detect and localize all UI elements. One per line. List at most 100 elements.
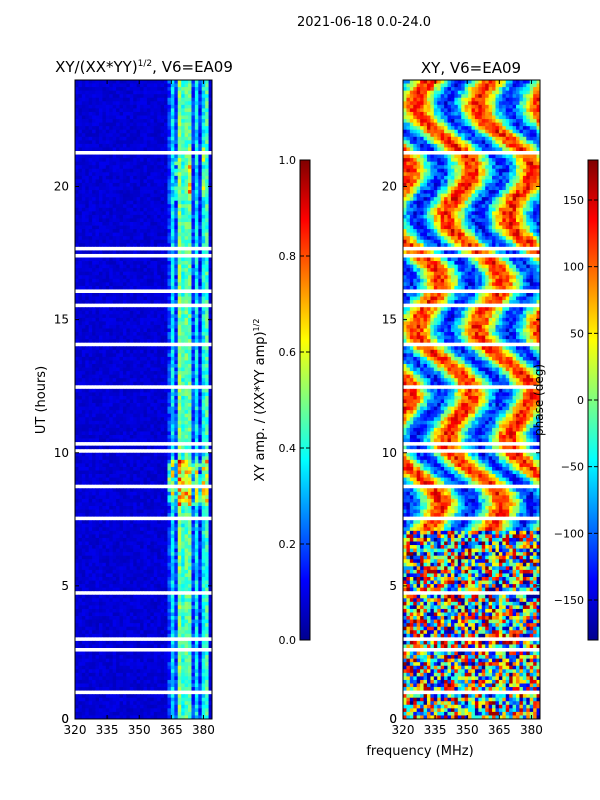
amplitude-heatmap-cell [92,332,96,336]
amplitude-heatmap-cell [112,111,117,116]
amplitude-heatmap-cell [153,126,158,131]
amplitude-heatmap-cell [122,80,127,84]
amplitude-heatmap-cell [119,207,124,212]
amplitude-heatmap-cell [188,243,192,248]
amplitude-heatmap-cell [167,445,172,450]
amplitude-heatmap-cell [78,261,83,265]
amplitude-heatmap-cell [122,346,127,351]
amplitude-heatmap-cell [167,388,172,393]
amplitude-heatmap-cell [177,108,182,113]
amplitude-heatmap-cell [205,161,209,166]
amplitude-heatmap-cell [198,175,203,180]
amplitude-heatmap-cell [109,360,114,365]
amplitude-heatmap-cell [88,339,93,344]
amplitude-heatmap-cell [208,481,213,486]
amplitude-heatmap-cell [126,143,131,148]
amplitude-heatmap-cell [181,385,185,390]
amplitude-heatmap-cell [143,285,148,290]
amplitude-heatmap-cell [194,399,199,404]
amplitude-heatmap-cell [146,303,151,308]
amplitude-heatmap-cell [133,392,138,397]
amplitude-heatmap-cell [81,87,86,92]
amplitude-heatmap-cell [136,289,141,294]
amplitude-heatmap-cell [177,310,182,315]
amplitude-heatmap-cell [146,417,151,422]
amplitude-heatmap-cell [112,133,117,138]
amplitude-heatmap-cell [119,513,124,518]
amplitude-heatmap-cell [112,470,117,475]
amplitude-heatmap-cell [95,424,100,429]
amplitude-heatmap-cell [122,445,127,450]
amplitude-heatmap-cell [198,143,203,148]
amplitude-heatmap-cell [201,513,206,518]
amplitude-heatmap-cell [198,161,203,166]
amplitude-heatmap-cell [129,381,134,386]
amplitude-heatmap-cell [177,371,182,376]
amplitude-heatmap-cell [140,491,144,496]
amplitude-heatmap-cell [205,165,209,170]
amplitude-heatmap-cell [201,431,206,436]
amplitude-heatmap-cell [205,332,209,336]
amplitude-heatmap-cell [164,193,168,198]
amplitude-heatmap-cell [116,101,120,106]
amplitude-heatmap-cell [85,403,90,407]
amplitude-heatmap-cell [170,388,175,393]
amplitude-heatmap-cell [160,119,165,123]
amplitude-heatmap-cell [109,285,114,290]
amplitude-heatmap-cell [116,321,120,326]
amplitude-heatmap-cell [201,104,206,109]
amplitude-heatmap-cell [177,186,182,191]
amplitude-heatmap-cell [146,257,151,262]
amplitude-heatmap-cell [133,356,138,361]
amplitude-heatmap-cell [198,182,203,187]
amplitude-heatmap-cell [75,420,79,425]
amplitude-heatmap-cell [184,275,189,280]
amplitude-heatmap-cell [92,445,96,450]
amplitude-heatmap-cell [164,417,168,422]
amplitude-heatmap-cell [88,349,93,354]
amplitude-heatmap-cell [201,371,206,376]
amplitude-heatmap-cell [102,317,107,322]
amplitude-heatmap-cell [164,349,168,354]
amplitude-heatmap-cell [208,438,213,443]
amplitude-heatmap-cell [201,243,206,248]
amplitude-heatmap-cell [78,445,83,450]
amplitude-heatmap-cell [133,143,138,148]
amplitude-heatmap-cell [177,324,182,329]
amplitude-heatmap-cell [153,459,158,464]
amplitude-heatmap-cell [167,122,172,127]
amplitude-heatmap-cell [146,431,151,436]
amplitude-heatmap-cell [194,193,199,198]
amplitude-heatmap-cell [146,87,151,92]
amplitude-heatmap-cell [102,239,107,244]
amplitude-heatmap-cell [85,190,90,194]
amplitude-heatmap-cell [136,122,141,127]
amplitude-heatmap-cell [170,317,175,322]
amplitude-heatmap-cell [167,158,172,163]
amplitude-heatmap-cell [85,431,90,436]
amplitude-heatmap-cell [153,420,158,425]
amplitude-heatmap-cell [81,119,86,123]
amplitude-heatmap-cell [140,218,144,223]
amplitude-heatmap-cell [119,214,124,219]
amplitude-heatmap-cell [205,207,209,212]
amplitude-heatmap-cell [105,293,110,297]
amplitude-heatmap-cell [116,378,120,383]
amplitude-heatmap-cell [201,197,206,202]
amplitude-heatmap-cell [102,346,107,351]
amplitude-heatmap-cell [184,314,189,319]
amplitude-heatmap-cell [198,250,203,255]
amplitude-heatmap-cell [164,481,168,486]
amplitude-heatmap-cell [88,324,93,329]
amplitude-heatmap-cell [75,321,79,326]
amplitude-heatmap-cell [98,90,103,95]
amplitude-heatmap-cell [116,136,120,141]
amplitude-heatmap-cell [191,225,196,230]
amplitude-heatmap-cell [78,502,83,507]
amplitude-heatmap-cell [129,513,134,518]
amplitude-heatmap-cell [95,388,100,393]
amplitude-heatmap-cell [170,239,175,244]
amplitude-heatmap-cell [164,87,168,92]
amplitude-heatmap-cell [198,395,203,400]
amplitude-heatmap-cell [150,488,155,493]
